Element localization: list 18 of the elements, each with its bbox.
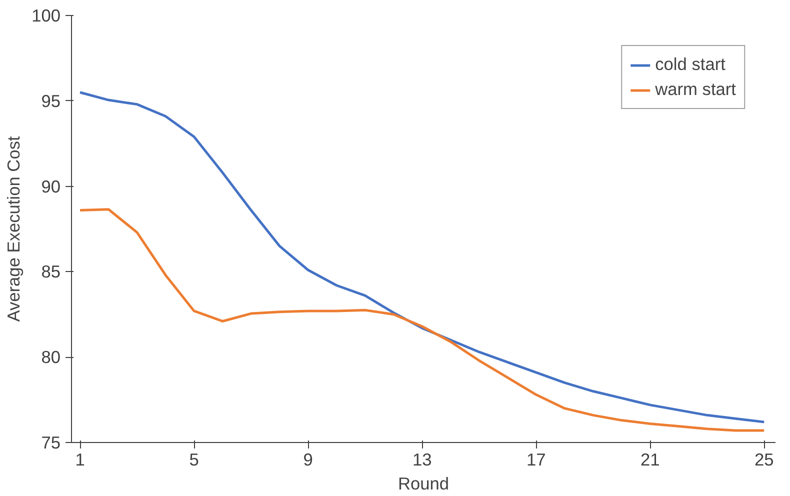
- y-tick-label: 100: [32, 6, 61, 26]
- x-axis-title: Round: [398, 474, 450, 494]
- y-tick-label: 90: [41, 176, 61, 196]
- x-tick-label: 25: [754, 450, 774, 470]
- legend-label: cold start: [655, 54, 726, 75]
- y-tick-label: 95: [41, 90, 61, 111]
- x-tick-label: 13: [412, 450, 432, 470]
- legend-label: warm start: [655, 79, 736, 100]
- y-tick-label: 75: [41, 432, 61, 452]
- x-tick-label: 21: [640, 450, 660, 470]
- x-tick-label: 9: [303, 450, 313, 470]
- y-tick-label: 80: [41, 347, 61, 368]
- x-tick-label: 17: [526, 450, 546, 470]
- x-tick-label: 1: [75, 450, 85, 470]
- y-tick-label: 85: [41, 262, 61, 282]
- line-series: [78, 208, 766, 432]
- y-axis-title: Average Execution Cost: [4, 136, 24, 322]
- x-tick-label: 5: [189, 450, 199, 470]
